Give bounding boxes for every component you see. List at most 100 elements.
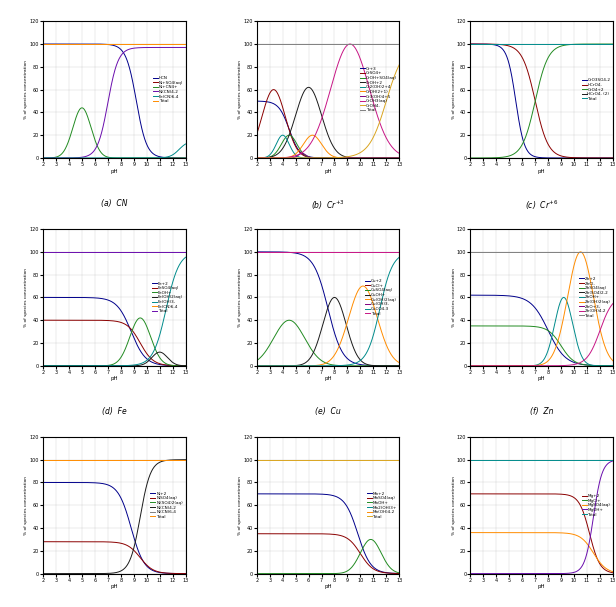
Cr+3 xyxy=(395,154,403,161)
Fe(OH)2(aq) xyxy=(39,362,47,370)
Total xyxy=(134,248,142,256)
Ni+CN4+ xyxy=(65,138,72,146)
HCN xyxy=(147,147,154,154)
Total xyxy=(467,456,474,463)
Cu(OH)3- xyxy=(278,362,286,370)
Total xyxy=(395,248,403,256)
ZnCl- xyxy=(562,362,569,370)
ZnOH+ xyxy=(560,294,567,301)
Fe+2 xyxy=(134,344,142,351)
Total xyxy=(348,41,355,48)
Fe(OH)2(aq) xyxy=(182,362,189,370)
Line: Cr3(OH)4+5: Cr3(OH)4+5 xyxy=(257,154,399,158)
Cr2(OH)2+4 xyxy=(395,154,403,161)
Fe(CN)6-4 xyxy=(182,140,189,148)
Legend: Mn+2, MnSO4(aq), MnOH+, Mn2(OH)3+, Mn(OH)4-2, Total: Mn+2, MnSO4(aq), MnOH+, Mn2(OH)3+, Mn(OH… xyxy=(366,491,397,519)
CrOH(2+1) xyxy=(309,132,316,139)
X-axis label: pH: pH xyxy=(324,169,332,174)
Mn+2 xyxy=(395,570,403,577)
Total xyxy=(76,248,83,256)
Fe(OH)3- xyxy=(182,254,189,261)
ZnSO4(aq) xyxy=(492,322,500,330)
Ni+SO4(aq) xyxy=(147,154,154,161)
Legend: Ni+2, NiSO4(aq), Ni(SO4)2(aq), Ni(CN)4-2, Ni(CN)6-4, Total: Ni+2, NiSO4(aq), Ni(SO4)2(aq), Ni(CN)4-2… xyxy=(150,491,184,519)
Total xyxy=(609,248,616,256)
CrOH4- xyxy=(337,154,344,161)
Ni+SO4(aq) xyxy=(182,154,189,161)
Cr3(OH)4+5 xyxy=(299,150,306,157)
ZnO+3- xyxy=(609,362,616,370)
Y-axis label: % of species concentration: % of species concentration xyxy=(24,60,28,119)
Mn2(OH)3+ xyxy=(348,570,355,577)
MgCl+ xyxy=(562,570,569,577)
CuOH+ xyxy=(331,294,338,301)
Total xyxy=(147,41,154,48)
Ni(CN)4-2 xyxy=(39,570,47,577)
CrOH(2+1) xyxy=(290,152,297,159)
CrSO4+ xyxy=(318,154,325,161)
Ni(CN)4-2 xyxy=(65,570,72,577)
FeSO4(aq) xyxy=(134,336,142,343)
ZnO+3- xyxy=(574,362,582,370)
CuSO4(aq) xyxy=(360,362,368,370)
CuCO4-3 xyxy=(290,362,297,370)
Fe(CN)6-4 xyxy=(123,154,131,161)
CrSO4+ xyxy=(290,139,298,146)
Fe(OH)3- xyxy=(134,361,142,368)
CuOH+ xyxy=(360,359,368,367)
MgCl+ xyxy=(492,570,500,577)
Total xyxy=(317,248,325,256)
CrOH4- xyxy=(290,154,297,161)
CrOH3(aq) xyxy=(337,53,344,60)
MnOH+ xyxy=(337,569,344,577)
CrSO4+ xyxy=(270,86,277,93)
CrOH+2 xyxy=(349,154,356,161)
Cu+2 xyxy=(253,248,261,256)
Total xyxy=(39,248,47,256)
MnOH+ xyxy=(278,570,286,577)
Mn(OH)4-2 xyxy=(253,570,261,577)
MgSO4(aq) xyxy=(609,568,616,575)
Cu(OH)2(aq) xyxy=(360,283,368,290)
Total xyxy=(123,456,131,463)
Zn(SO4)2-2 xyxy=(574,362,582,370)
Mn+2 xyxy=(290,490,297,498)
HCrO4- xyxy=(609,154,616,161)
Ni(CN)6-4 xyxy=(147,570,154,577)
CuOH+ xyxy=(317,327,325,334)
Cr2(OH)2+4 xyxy=(349,154,356,161)
HCN xyxy=(65,41,72,48)
Total xyxy=(290,41,297,48)
Total xyxy=(562,41,569,48)
MnSO4(aq) xyxy=(290,530,297,537)
MgOH+ xyxy=(574,567,582,574)
Cr2(OH)2+4 xyxy=(253,154,261,161)
Ni(CN)4-2 xyxy=(134,44,142,52)
Total xyxy=(574,456,582,463)
MgOH+ xyxy=(503,570,511,577)
ZnCl- xyxy=(492,362,500,370)
Total xyxy=(317,456,325,463)
Text: (e)  Cu: (e) Cu xyxy=(315,407,341,416)
Mg+2 xyxy=(467,490,474,498)
Mg+2 xyxy=(562,491,569,498)
Line: FeSO4(aq): FeSO4(aq) xyxy=(43,320,185,366)
ZnOH+ xyxy=(551,322,558,329)
Cr3(OH)4+5 xyxy=(395,154,403,161)
Total xyxy=(395,456,403,463)
Line: Cr2(OH)2+4: Cr2(OH)2+4 xyxy=(257,135,399,158)
Ni(CN)4-2 xyxy=(147,470,154,478)
CrOH+SO4(aq) xyxy=(318,154,325,161)
CrO4+2 xyxy=(531,99,538,106)
Zn(OH)2(aq) xyxy=(551,347,558,354)
CuCl+ xyxy=(253,362,261,370)
Cu(OH)2(aq) xyxy=(317,361,325,368)
CrO3SO4-2 xyxy=(467,41,474,48)
ZnOH+ xyxy=(609,362,616,370)
CrOH+2 xyxy=(278,146,286,153)
Ni+CN4+ xyxy=(78,104,86,112)
Total xyxy=(503,248,511,256)
Total xyxy=(278,248,286,256)
Zn(SO4)2-2 xyxy=(492,362,500,370)
Total xyxy=(574,248,582,256)
